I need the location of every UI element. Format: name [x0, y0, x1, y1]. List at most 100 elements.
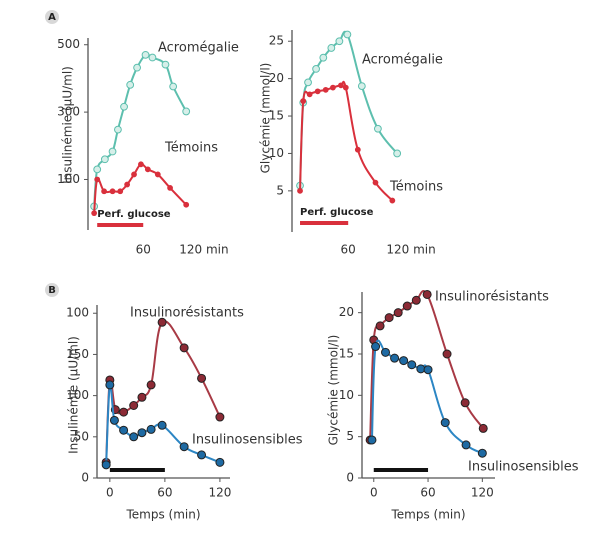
data-point: [342, 84, 349, 91]
y-tick-label: 100: [66, 388, 89, 402]
series-label: Insulinorésistants: [435, 290, 549, 305]
data-point: [117, 188, 124, 195]
data-point: [154, 171, 161, 178]
data-point: [314, 88, 321, 95]
y-axis-label: Insulinémie (µU/ml): [67, 336, 81, 454]
data-point: [460, 398, 470, 408]
x-tick-label: 0: [370, 486, 378, 500]
data-point: [141, 50, 150, 59]
data-point: [114, 125, 122, 134]
data-point: [93, 165, 102, 174]
data-point: [148, 53, 157, 62]
data-point: [338, 82, 344, 89]
data-point: [375, 321, 385, 331]
data-point: [461, 440, 471, 450]
data-point: [120, 102, 128, 111]
data-point: [138, 161, 144, 168]
series-line: [299, 80, 394, 202]
y-tick-label: 5: [346, 429, 354, 443]
data-point: [137, 392, 147, 402]
data-point: [144, 166, 151, 173]
data-point: [367, 435, 377, 445]
x-axis-label: Temps (min): [125, 508, 200, 522]
y-tick-label: 10: [339, 388, 354, 402]
series-label: Insulinosensibles: [192, 433, 303, 448]
data-point: [197, 450, 207, 460]
data-point: [357, 82, 366, 91]
infusion-bar: [97, 223, 144, 227]
bar-label: Perf. glucose: [97, 209, 171, 220]
data-point: [129, 432, 139, 442]
data-point: [389, 197, 396, 204]
data-point: [101, 188, 108, 195]
data-point: [312, 65, 320, 73]
y-tick-label: 100: [66, 306, 89, 320]
data-point: [330, 84, 336, 91]
data-point: [354, 146, 361, 153]
x-tick-label: 0: [106, 486, 114, 500]
data-point: [91, 210, 98, 217]
data-point: [146, 380, 156, 390]
data-point: [416, 364, 426, 374]
series-label: Acromégalie: [362, 53, 443, 68]
panel-badge: [45, 283, 59, 297]
data-point: [327, 44, 336, 52]
y-tick-label: 150: [66, 347, 89, 361]
x-tick-label: 60: [341, 243, 356, 257]
data-point: [390, 353, 400, 363]
chart: 0 5 10 15 20 0 60 120 Glycémie (mmol/l) Temps (mi…: [327, 290, 579, 522]
data-point: [399, 356, 409, 366]
data-point: [126, 80, 135, 89]
y-tick-label: 15: [339, 347, 354, 361]
y-tick-label: 15: [269, 109, 284, 123]
data-point: [306, 91, 313, 98]
x-axis-label: Temps (min): [390, 508, 465, 522]
panel-label: B: [48, 285, 56, 296]
data-point: [124, 181, 131, 188]
data-point: [119, 407, 129, 417]
infusion-bar: [109, 468, 165, 472]
data-point: [179, 343, 189, 353]
data-point: [411, 295, 421, 305]
x-tick-label: 120: [471, 486, 494, 500]
data-point: [146, 424, 156, 434]
x-tick-label: 60: [157, 486, 172, 500]
data-point: [157, 317, 167, 327]
data-point: [440, 418, 450, 428]
y-tick-label: 50: [74, 429, 89, 443]
data-point: [109, 188, 116, 195]
data-point: [442, 349, 452, 359]
y-tick-label: 10: [269, 146, 284, 160]
data-point: [100, 155, 109, 164]
chart: 0 50 100 150 100 0 60 120 Insulinémie (µU/ml) Tem…: [66, 305, 303, 522]
bar-label-bg: [96, 207, 159, 220]
data-point: [478, 423, 488, 433]
x-tick-label: 120: [208, 486, 231, 500]
data-point: [319, 53, 328, 62]
y-tick-label: 5: [276, 183, 284, 197]
panel-label: A: [48, 12, 56, 23]
y-axis-label: Insulinémie (µU/ml): [61, 66, 75, 184]
series-label: Acromégalie: [158, 41, 239, 56]
y-tick-label: 500: [57, 37, 80, 51]
infusion-bar: [300, 221, 349, 225]
data-point: [322, 86, 329, 93]
y-tick-label: 300: [57, 105, 80, 119]
data-point: [393, 149, 402, 158]
x-tick-label: 60: [136, 243, 151, 257]
data-point: [179, 442, 189, 452]
data-point: [335, 37, 344, 46]
data-point: [157, 420, 167, 430]
data-point: [167, 184, 173, 191]
data-point: [300, 98, 307, 104]
data-point: [422, 289, 432, 299]
data-point: [197, 373, 207, 383]
data-point: [215, 412, 225, 422]
data-point: [161, 60, 170, 69]
data-point: [304, 78, 312, 87]
data-point: [393, 308, 403, 318]
series-line: [370, 339, 483, 455]
data-point: [423, 365, 433, 375]
data-point: [105, 380, 115, 390]
